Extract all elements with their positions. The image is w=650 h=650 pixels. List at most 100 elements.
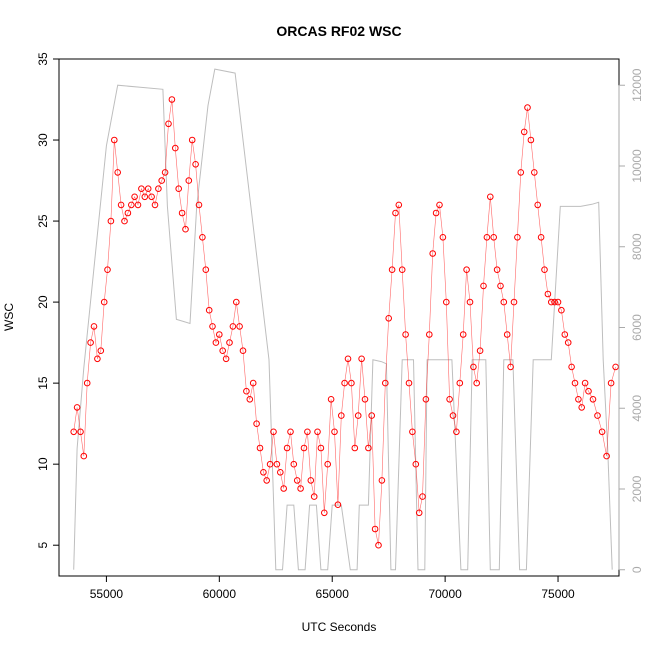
- wsc-point: [148, 193, 155, 201]
- wsc-point: [490, 234, 498, 241]
- wsc-point: [100, 298, 108, 306]
- y2-tick-label: 10000: [630, 149, 644, 183]
- x-tick-label: 60000: [203, 587, 237, 601]
- wsc-point: [172, 144, 179, 152]
- wsc-point: [192, 161, 199, 168]
- wsc-point: [443, 298, 450, 306]
- wsc-point: [493, 266, 501, 274]
- wsc-point: [77, 428, 84, 436]
- y2-tick-label: 2000: [630, 475, 644, 502]
- wsc-point: [205, 306, 213, 314]
- wsc-point: [487, 193, 494, 201]
- wsc-point: [612, 363, 619, 371]
- wsc-point: [422, 396, 430, 403]
- wsc-point: [473, 379, 481, 387]
- wsc-point: [263, 477, 271, 484]
- wsc-point: [283, 444, 291, 452]
- wsc-point: [158, 177, 165, 184]
- wsc-point: [541, 266, 548, 274]
- wsc-point: [212, 339, 220, 346]
- wsc-point: [365, 444, 372, 452]
- wsc-point: [300, 444, 308, 452]
- wsc-point: [368, 412, 376, 419]
- wsc-point: [280, 485, 288, 492]
- wsc-point: [507, 363, 514, 371]
- wsc-point: [426, 331, 433, 338]
- wsc-point: [94, 355, 101, 363]
- wsc-point: [361, 396, 369, 403]
- wsc-point: [558, 306, 565, 314]
- wsc-point: [463, 266, 470, 274]
- series-layer: [70, 68, 619, 571]
- wsc-point: [270, 428, 277, 436]
- wsc-point: [402, 331, 409, 338]
- wsc-point: [307, 477, 315, 484]
- wsc-point: [405, 379, 413, 387]
- wsc-point: [571, 379, 579, 387]
- wsc-point: [124, 209, 132, 217]
- wsc-point: [568, 363, 575, 371]
- y-tick-label: 15: [36, 376, 50, 390]
- wsc-point: [321, 509, 328, 517]
- wsc-point: [398, 266, 406, 274]
- y-axis: 5 10 15 20 25 30 35: [36, 52, 60, 549]
- wsc-point: [199, 234, 206, 241]
- wsc-point: [564, 339, 572, 346]
- x-axis-label: UTC Seconds: [302, 620, 377, 634]
- wsc-point: [544, 290, 552, 298]
- wsc-point: [175, 185, 182, 192]
- wsc-point: [260, 469, 267, 476]
- wsc-point: [449, 412, 457, 419]
- wsc-point: [503, 331, 511, 338]
- wsc-point: [334, 501, 342, 509]
- wsc-point: [497, 282, 504, 290]
- wsc-point: [317, 444, 325, 452]
- wsc-point: [324, 460, 332, 468]
- wsc-point: [229, 323, 237, 330]
- y-tick-label: 30: [36, 133, 50, 147]
- wsc-point: [73, 404, 81, 411]
- wsc-point: [80, 452, 88, 460]
- wsc-point: [412, 460, 420, 468]
- wsc-point: [287, 428, 294, 436]
- wsc-point: [117, 201, 125, 209]
- wsc-point: [331, 428, 338, 436]
- wsc-point: [128, 201, 135, 209]
- wsc-point: [551, 298, 558, 306]
- y-tick-label: 20: [36, 295, 50, 309]
- wsc-point: [548, 298, 555, 306]
- y2-tick-label: 0: [630, 566, 644, 573]
- wsc-point: [249, 379, 257, 387]
- wsc-point: [111, 136, 118, 144]
- wsc-point: [243, 387, 250, 395]
- wsc-point: [144, 185, 152, 192]
- wsc-point: [466, 298, 474, 306]
- wsc-point: [607, 379, 615, 387]
- wsc-point: [151, 201, 159, 209]
- wsc-point: [304, 428, 311, 436]
- wsc-point: [531, 169, 538, 176]
- wsc-point: [131, 193, 138, 201]
- y-axis-label: WSC: [2, 303, 16, 331]
- y2-tick-label: 12000: [630, 68, 644, 102]
- wsc-point: [520, 128, 528, 136]
- wsc-point: [314, 428, 321, 436]
- wsc-point: [603, 452, 610, 460]
- wsc-point: [358, 355, 365, 363]
- wsc-point: [155, 185, 162, 192]
- wsc-point: [293, 477, 301, 484]
- wsc-point: [510, 298, 518, 306]
- wsc-point: [121, 217, 128, 225]
- wsc-point: [138, 185, 145, 192]
- wsc-point: [290, 460, 298, 468]
- y-tick-label: 10: [36, 457, 50, 471]
- wsc-point: [161, 169, 169, 176]
- wsc-point: [236, 323, 243, 330]
- wsc-point: [575, 396, 582, 403]
- wsc-point: [598, 428, 606, 436]
- wsc-point: [453, 428, 460, 436]
- wsc-point: [459, 331, 467, 338]
- wsc-point: [310, 493, 318, 500]
- wsc-point: [524, 104, 531, 111]
